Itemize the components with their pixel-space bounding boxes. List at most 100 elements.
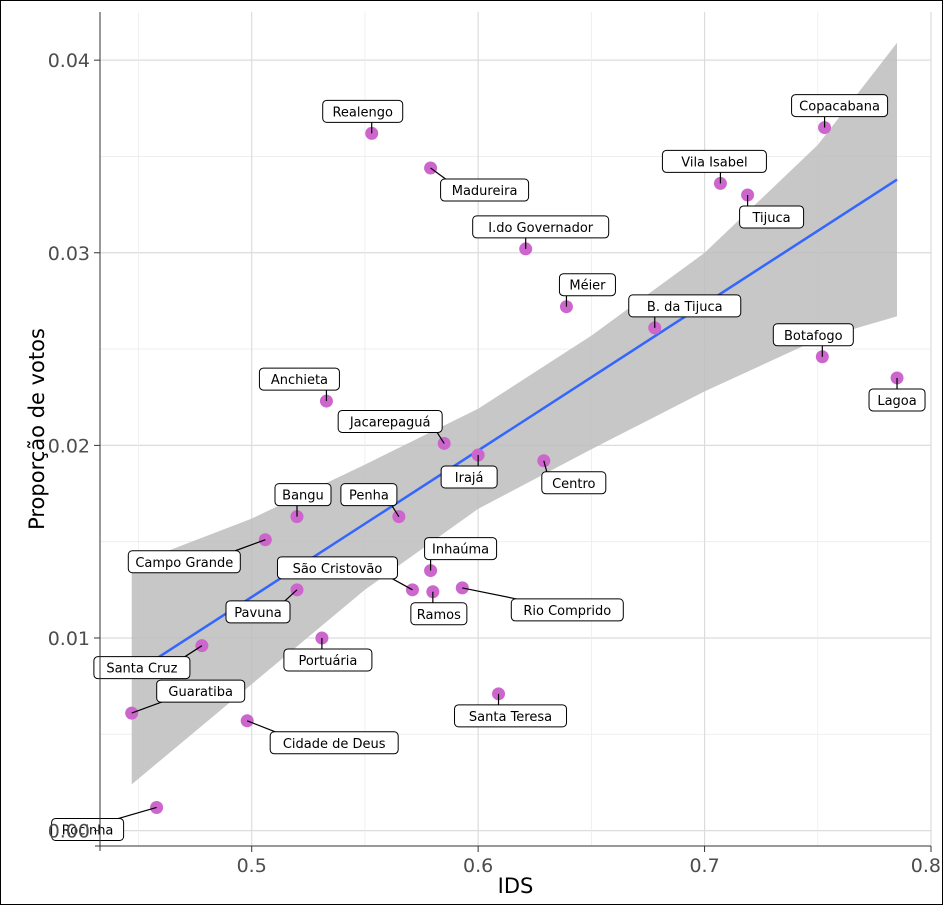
y-tick-label: 0.01: [48, 628, 90, 650]
point-label-box: [868, 388, 926, 412]
confidence-band: [131, 42, 897, 785]
point-label: Campo Grande: [127, 550, 241, 574]
y-tick-label: 0.02: [48, 435, 90, 457]
label-connector: [543, 460, 548, 472]
point-label: Bangu: [274, 483, 332, 507]
point-label: Madureira: [440, 178, 530, 202]
label-connector: [184, 645, 203, 658]
y-tick-label: 0.00: [48, 821, 90, 843]
point-label: Centro: [541, 471, 607, 495]
label-connector: [246, 720, 276, 733]
point-label: Pavuna: [225, 600, 291, 624]
point-label: Vila Isabel: [661, 149, 767, 173]
point-label-box: [276, 556, 398, 580]
point-label-text: Santa Cruz: [106, 662, 177, 677]
point-label-text: Madureira: [452, 184, 518, 199]
point-label-text: Cidade de Deus: [283, 737, 386, 752]
point-label-text: Irajá: [455, 471, 484, 486]
point-label: I.do Governador: [472, 215, 610, 239]
point-label: Santa Teresa: [454, 704, 568, 728]
label-connector: [118, 806, 157, 820]
point-label: Santa Cruz: [93, 656, 191, 680]
point-label-text: Rocinha: [62, 823, 114, 838]
x-tick-label: 0.8: [911, 855, 941, 877]
point-label-text: Inhaúma: [432, 543, 489, 558]
label-connector: [436, 432, 445, 444]
point-label-text: Ramos: [417, 608, 461, 623]
label-connector: [462, 587, 517, 600]
point-label-text: Pavuna: [234, 606, 281, 621]
point-label: São Cristovão: [276, 556, 398, 580]
point-label: Inhaúma: [424, 537, 498, 561]
trend-line: [131, 178, 898, 676]
point-label-text: B. da Tijuca: [647, 300, 723, 315]
point-label: Rocinha: [51, 817, 125, 841]
point-label: Guaratiba: [156, 679, 246, 703]
point-label-text: Tijuca: [752, 211, 791, 226]
point-label-box: [424, 537, 498, 561]
point-label: Méier: [558, 273, 616, 297]
point-label-text: Vila Isabel: [681, 155, 747, 170]
axes: 0.00 0.01 0.02 0.03 0.04 0.5 0.6 0.7 0.8 IDS Propo…: [25, 12, 941, 898]
data-point[interactable]: [818, 121, 832, 135]
label-connector: [391, 505, 400, 517]
point-label-box: [739, 205, 805, 229]
point-label-text: Santa Teresa: [469, 710, 552, 725]
label-connector: [284, 589, 298, 602]
label-connector: [131, 701, 162, 714]
point-label-box: [510, 598, 624, 622]
point-label-box: [93, 656, 191, 680]
point-label-text: Jacarepaguá: [349, 415, 431, 430]
point-label-text: Penha: [349, 489, 389, 504]
label-connector: [392, 578, 413, 591]
point-label-box: [274, 483, 332, 507]
point-label-box: [472, 215, 610, 239]
point-label-box: [225, 600, 291, 624]
point-label: Tijuca: [739, 205, 805, 229]
data-labels: Rocinha Guaratiba Santa Cruz Cidade de Deus…: [51, 94, 926, 841]
label-connector: [430, 167, 446, 180]
x-axis-title: IDS: [498, 874, 534, 898]
point-label: Irajá: [440, 465, 498, 489]
point-label: Penha: [340, 483, 398, 507]
point-label-text: Rio Comprido: [523, 604, 611, 619]
point-label-text: Anchieta: [271, 373, 328, 388]
point-label-box: [410, 602, 468, 626]
x-tick-label: 0.5: [237, 855, 267, 877]
point-label-box: [322, 99, 404, 123]
point-label-box: [440, 465, 498, 489]
point-label-text: São Cristovão: [293, 562, 383, 577]
data-points: [125, 121, 904, 814]
point-label-text: Botafogo: [784, 329, 843, 344]
point-label-box: [51, 817, 125, 841]
x-tick-label: 0.6: [463, 855, 493, 877]
point-label-box: [772, 323, 854, 347]
point-label-box: [628, 294, 742, 318]
point-label-text: I.do Governador: [488, 221, 594, 236]
point-label-box: [541, 471, 607, 495]
point-label: Realengo: [322, 99, 404, 123]
point-label-box: [661, 149, 767, 173]
point-label: Botafogo: [772, 323, 854, 347]
point-label: Portuária: [283, 648, 373, 672]
point-label-text: Méier: [569, 279, 606, 294]
point-label: Anchieta: [258, 367, 340, 391]
point-label: Cidade de Deus: [269, 731, 399, 755]
point-label-box: [337, 409, 443, 433]
point-label: B. da Tijuca: [628, 294, 742, 318]
point-label-text: Campo Grande: [135, 556, 233, 571]
point-label-box: [440, 178, 530, 202]
label-connector: [235, 539, 266, 552]
point-label-text: Guaratiba: [168, 685, 233, 700]
point-label: Copacabana: [791, 94, 889, 118]
point-label: Ramos: [410, 602, 468, 626]
point-label-box: [127, 550, 241, 574]
point-label-box: [156, 679, 246, 703]
x-tick-label: 0.7: [689, 855, 719, 877]
point-label-text: Portuária: [298, 654, 357, 669]
y-tick-label: 0.04: [48, 50, 90, 72]
point-label-box: [454, 704, 568, 728]
point-label-box: [283, 648, 373, 672]
point-label-text: Copacabana: [799, 100, 880, 115]
